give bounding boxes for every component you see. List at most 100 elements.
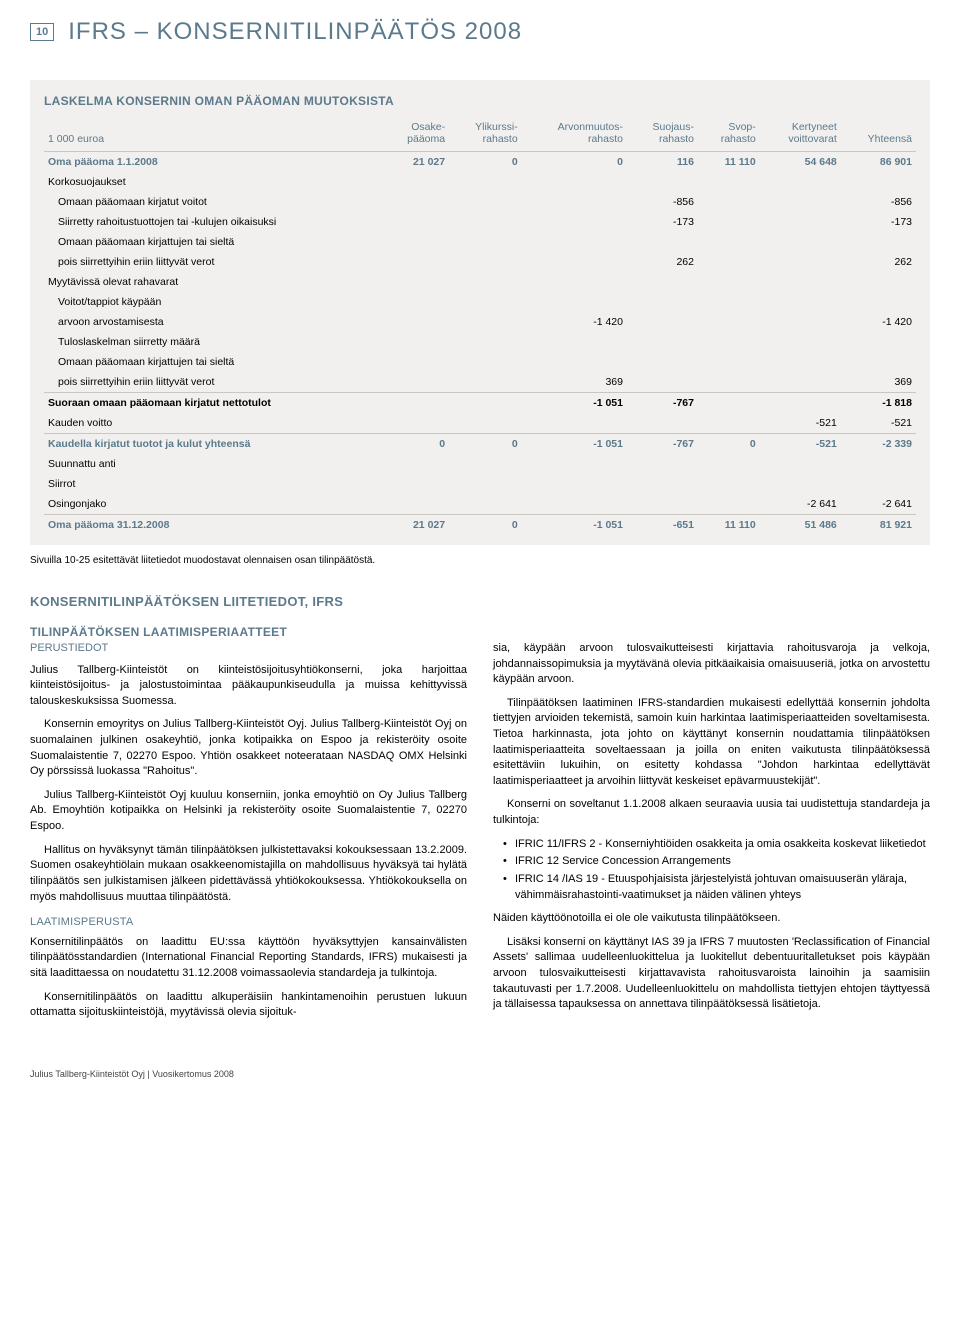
table-cell: -1 818: [841, 393, 916, 414]
table-cell: [383, 474, 449, 494]
table-header-cell: Osake-pääoma: [383, 118, 449, 152]
page-number: 10: [30, 23, 54, 41]
table-cell: [522, 192, 627, 212]
table-cell: [698, 172, 760, 192]
table-cell: [449, 272, 522, 292]
table-cell: [522, 232, 627, 252]
table-cell: [522, 474, 627, 494]
table-cell: [760, 332, 841, 352]
table-cell: [627, 172, 698, 192]
equity-table: 1 000 euroaOsake-pääomaYlikurssi-rahasto…: [44, 118, 916, 535]
table-cell: [698, 252, 760, 272]
table-cell: [760, 393, 841, 414]
table-cell: [383, 332, 449, 352]
table-cell: [522, 252, 627, 272]
table-cell: [841, 172, 916, 192]
table-cell: [522, 172, 627, 192]
table-cell: [760, 272, 841, 292]
table-cell: [522, 494, 627, 515]
table-cell: [760, 474, 841, 494]
para: Lisäksi konserni on käyttänyt IAS 39 ja …: [493, 935, 930, 1013]
table-cell: [760, 312, 841, 332]
table-cell: Oma pääoma 1.1.2008: [44, 152, 383, 173]
table-header-cell: Kertyneetvoittovarat: [760, 118, 841, 152]
table-cell: -2 641: [760, 494, 841, 515]
table-body: Oma pääoma 1.1.200821 027 0 0 11611 11054 6…: [44, 152, 916, 536]
table-cell: [627, 332, 698, 352]
table-cell: [698, 454, 760, 474]
table-cell: [760, 212, 841, 232]
table-cell: Korkosuojaukset: [44, 172, 383, 192]
table-cell: 369: [841, 372, 916, 393]
table-cell: Siirrot: [44, 474, 383, 494]
table-cell: 81 921: [841, 515, 916, 536]
table-cell: [627, 372, 698, 393]
table-cell: [383, 312, 449, 332]
table-cell: Omaan pääomaan kirjattujen tai sieltä: [44, 352, 383, 372]
table-cell: [522, 413, 627, 434]
table-cell: [449, 292, 522, 312]
table-cell: 54 648: [760, 152, 841, 173]
table-cell: [841, 292, 916, 312]
table-cell: [449, 474, 522, 494]
table-cell: Osingonjako: [44, 494, 383, 515]
table-cell: -2 339: [841, 434, 916, 455]
table-cell: [841, 232, 916, 252]
sub-head: LAATIMISPERUSTA: [30, 915, 467, 931]
table-cell: [627, 474, 698, 494]
table-cell: -1 420: [522, 312, 627, 332]
table-cell: [449, 312, 522, 332]
table-cell: [841, 454, 916, 474]
table-cell: 0: [698, 434, 760, 455]
table-cell: [698, 312, 760, 332]
table-cell: [627, 454, 698, 474]
table-cell: -767: [627, 434, 698, 455]
table-cell: [449, 393, 522, 414]
table-cell: [522, 332, 627, 352]
table-cell: [383, 172, 449, 192]
table-cell: [449, 494, 522, 515]
table-cell: [383, 393, 449, 414]
table-cell: pois siirrettyihin eriin liittyvät verot: [44, 372, 383, 393]
table-cell: -651: [627, 515, 698, 536]
table-cell: [698, 332, 760, 352]
table-cell: Omaan pääomaan kirjatut voitot: [44, 192, 383, 212]
table-cell: arvoon arvostamisesta: [44, 312, 383, 332]
table-cell: 11 110: [698, 152, 760, 173]
left-column: PERUSTIEDOT Julius Tallberg-Kiinteistöt …: [30, 641, 467, 1029]
table-cell: [383, 252, 449, 272]
table-cell: Voitot/tappiot käypään: [44, 292, 383, 312]
table-cell: 0: [383, 434, 449, 455]
table-cell: Omaan pääomaan kirjattujen tai sieltä: [44, 232, 383, 252]
table-cell: -767: [627, 393, 698, 414]
table-cell: [698, 192, 760, 212]
table-cell: 0: [449, 515, 522, 536]
table-header-cell: Suojaus-rahasto: [627, 118, 698, 152]
table-cell: [698, 212, 760, 232]
table-cell: Kauden voitto: [44, 413, 383, 434]
table-cell: 116: [627, 152, 698, 173]
table-cell: [449, 413, 522, 434]
table-title: LASKELMA KONSERNIN OMAN PÄÄOMAN MUUTOKSI…: [44, 94, 916, 108]
list-item: IFRIC 14 /IAS 19 - Etuuspohjaisista järj…: [493, 872, 930, 903]
table-cell: [449, 332, 522, 352]
table-cell: -856: [627, 192, 698, 212]
table-cell: [383, 494, 449, 515]
table-cell: [383, 292, 449, 312]
table-cell: 21 027: [383, 152, 449, 173]
table-cell: [522, 292, 627, 312]
table-cell: [760, 352, 841, 372]
table-cell: [627, 272, 698, 292]
table-cell: -173: [841, 212, 916, 232]
table-cell: 262: [627, 252, 698, 272]
table-cell: [841, 474, 916, 494]
table-cell: -1 051: [522, 434, 627, 455]
table-cell: [760, 252, 841, 272]
para: Tilinpäätöksen laatiminen IFRS-standardi…: [493, 696, 930, 790]
para: Hallitus on hyväksynyt tämän tilinpäätök…: [30, 843, 467, 905]
table-cell: [383, 272, 449, 292]
table-cell: [627, 494, 698, 515]
table-cell: Kaudella kirjatut tuotot ja kulut yhteen…: [44, 434, 383, 455]
bullet-list: IFRIC 11/IFRS 2 - Konserniyhtiöiden osak…: [493, 837, 930, 903]
table-cell: -521: [841, 413, 916, 434]
